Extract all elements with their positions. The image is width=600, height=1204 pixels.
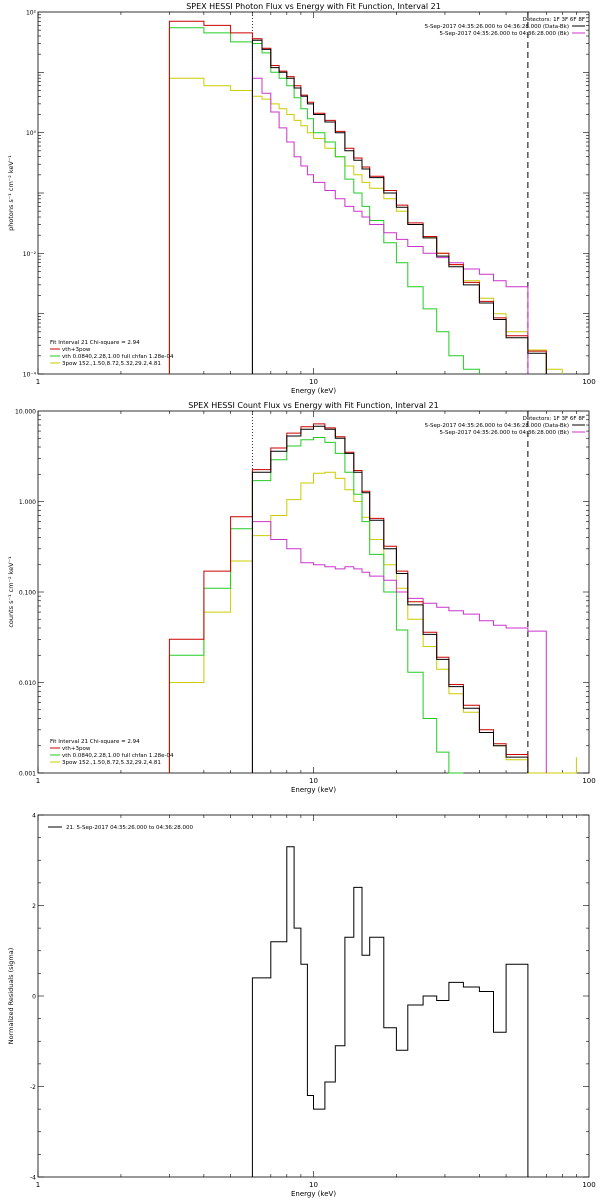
fit-legend-label: vth+3pow: [62, 347, 91, 353]
y-axis-label: counts s⁻¹ cm⁻² keV⁻¹: [7, 556, 15, 628]
legend-entry-label: 5-Sep-2017 04:35:26.000 to 04:36:28.000 …: [425, 24, 569, 30]
series-data_bk-line: [252, 426, 528, 773]
fit-legend-title: Fit Interval 21 Chi-square = 2.94: [50, 739, 140, 745]
fit-legend-label: vth 0.0840,2.28,1.00 full chfan 1.28e-04: [62, 753, 174, 759]
y-axis-label: Normalized Residuals (sigma): [7, 948, 15, 1045]
y-tick-label: 0: [32, 994, 36, 1001]
fit-legend-label: 3pow 152.,1.50,8.72,5.32,29.2,4.81: [62, 361, 161, 367]
series-data_bk-line: [252, 40, 546, 374]
x-tick-label: 1: [36, 1181, 40, 1189]
y-tick-label: 0.010: [19, 680, 36, 687]
x-axis-label: Energy (keV): [291, 387, 336, 395]
y-axis-label: photons s⁻¹ cm⁻² keV⁻¹: [7, 155, 15, 231]
chart-panel-3: 1 10 100 Energy (keV) -4 -2 0 2 4 Normalized Resi…: [7, 813, 596, 1199]
legend-entry-label: 5-Sep-2017 04:35:26.000 to 04:36:28.000 …: [440, 430, 570, 436]
legend-title: Detectors: 1F 3F 6F 8F: [523, 416, 585, 422]
y-tick-label: 10²: [26, 10, 37, 17]
series-vth-line: [169, 28, 479, 374]
y-tick-label: 0.100: [19, 590, 36, 597]
fit-legend-label: vth+3pow: [62, 746, 91, 752]
fit-legend-title: Fit Interval 21 Chi-square = 2.94: [50, 340, 140, 346]
fit-legend-label: 3pow 152.,1.50,8.72,5.32,29.2,4.81: [62, 760, 161, 766]
y-tick-label: 10.000: [15, 409, 36, 416]
figure: SPEX HESSI Photon Flux vs Energy with Fi…: [0, 0, 600, 1200]
series-residuals-line: [252, 847, 528, 1177]
series-3pow-line: [169, 78, 562, 374]
series-total_fit-line: [169, 424, 528, 773]
x-tick-label: 100: [582, 378, 595, 386]
y-tick-label: 10⁻²: [23, 251, 37, 258]
y-tick-label: 2: [32, 903, 36, 910]
x-tick-label: 100: [582, 777, 595, 785]
x-tick-label: 10: [309, 777, 318, 785]
x-tick-label: 1: [36, 378, 40, 386]
y-tick-label: -2: [30, 1084, 36, 1091]
fit-legend-label: vth 0.0840,2.28,1.00 full chfan 1.28e-04: [62, 354, 174, 360]
y-tick-label: 10⁰: [26, 130, 37, 137]
chart-title: SPEX HESSI Photon Flux vs Energy with Fi…: [186, 2, 441, 11]
legend-title: Detectors: 1F 3F 6F 8F: [523, 17, 585, 23]
x-axis-label: Energy (keV): [291, 786, 336, 794]
series-total_fit-line: [169, 21, 546, 374]
y-tick-label: -4: [30, 1175, 36, 1182]
x-axis-label: Energy (keV): [291, 1190, 336, 1198]
x-tick-label: 100: [582, 1181, 595, 1189]
x-tick-label: 10: [309, 1181, 318, 1189]
y-tick-label: 10⁻⁴: [23, 372, 37, 379]
x-tick-label: 1: [36, 777, 40, 785]
chart-title: SPEX HESSI Count Flux vs Energy with Fit…: [188, 401, 439, 410]
y-tick-label: 4: [32, 813, 36, 820]
legend-entry-label: 21. 5-Sep-2017 04:35:26.000 to 04:36:28.…: [66, 825, 193, 831]
series-bk-line: [252, 522, 546, 773]
y-tick-label: 0.001: [19, 771, 36, 778]
chart-panel-2: SPEX HESSI Count Flux vs Energy with Fit…: [7, 401, 596, 794]
plot-frame: [38, 411, 589, 773]
y-tick-label: 1.000: [19, 499, 36, 506]
series-bk-line: [252, 78, 528, 374]
chart-panel-1: SPEX HESSI Photon Flux vs Energy with Fi…: [7, 2, 596, 395]
legend-entry-label: 5-Sep-2017 04:35:26.000 to 04:36:28.000 …: [425, 423, 569, 429]
chart-svg: SPEX HESSI Photon Flux vs Energy with Fi…: [0, 0, 600, 1200]
x-tick-label: 10: [309, 378, 318, 386]
legend-entry-label: 5-Sep-2017 04:35:26.000 to 04:36:28.000 …: [440, 31, 570, 37]
